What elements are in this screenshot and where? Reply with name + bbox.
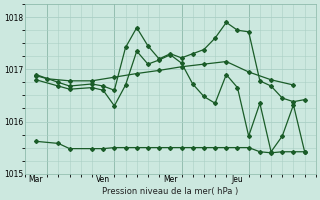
X-axis label: Pression niveau de la mer( hPa ): Pression niveau de la mer( hPa ) (102, 187, 238, 196)
